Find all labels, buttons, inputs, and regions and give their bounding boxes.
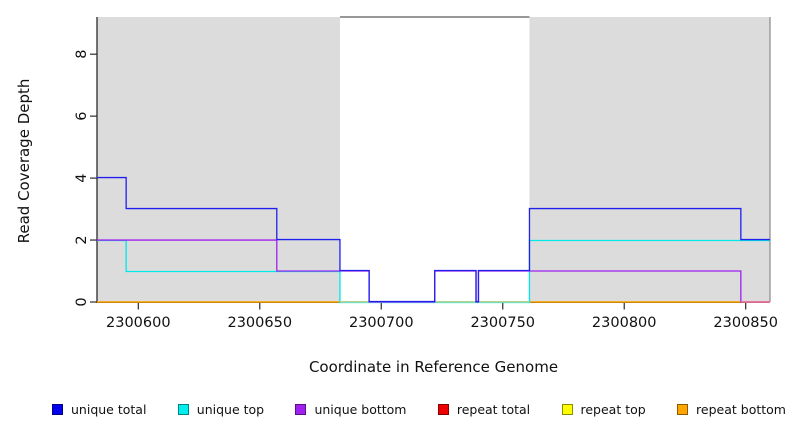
x-tick-label: 2300750 [470, 315, 535, 331]
shaded-unique-region [97, 17, 340, 302]
legend-label-repeat-top: repeat top [580, 401, 646, 417]
legend-item-repeat-top: repeat top [561, 401, 646, 417]
legend-item-repeat-bottom: repeat bottom [677, 402, 786, 417]
x-tick-label: 2300600 [106, 315, 171, 331]
x-tick-label: 2300800 [592, 315, 657, 331]
y-axis-title: Read Coverage Depth [15, 78, 33, 244]
shaded-unique-region [529, 17, 770, 302]
x-axis-title: Coordinate in Reference Genome [308, 358, 559, 376]
legend-label-unique-total: unique total [71, 401, 147, 417]
x-tick-label: 2300850 [713, 315, 778, 331]
y-tick-label: 8 [74, 50, 90, 59]
x-tick-label: 2300700 [349, 315, 414, 331]
y-tick-label: 4 [74, 173, 90, 182]
legend-swatch-repeat-bottom [677, 403, 689, 415]
legend-swatch-unique-total [52, 403, 63, 415]
y-tick-label: 2 [74, 235, 90, 244]
legend-item-unique-bottom: unique bottom [295, 401, 407, 417]
legend-swatch-repeat-total [437, 403, 449, 415]
y-tick-label: 6 [74, 112, 90, 121]
legend-swatch-repeat-top [561, 403, 573, 415]
legend-label-repeat-bottom: repeat bottom [696, 401, 786, 417]
y-tick-label: 0 [74, 297, 90, 306]
legend-item-unique-top: unique top [177, 401, 265, 417]
legend-item-repeat-total: repeat total [437, 401, 531, 417]
series-line-unique-total [97, 176, 770, 303]
legend-swatch-unique-bottom [295, 403, 307, 415]
legend-label-repeat-total: repeat total [456, 401, 531, 417]
legend-item-unique-total: unique total [52, 402, 146, 417]
legend: unique total unique top unique bottom re… [52, 400, 786, 418]
legend-swatch-unique-top [177, 403, 189, 415]
x-tick-label: 2300650 [227, 315, 292, 331]
legend-label-unique-bottom: unique bottom [314, 401, 407, 417]
legend-label-unique-top: unique top [196, 401, 265, 417]
